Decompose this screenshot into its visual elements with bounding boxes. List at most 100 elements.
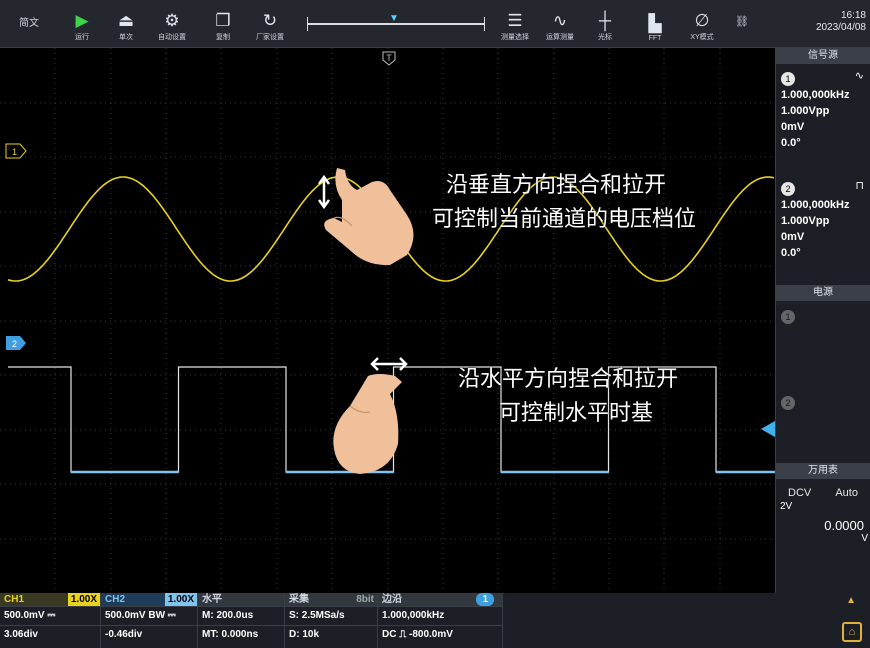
trigger-source-badge: 1 — [476, 593, 494, 606]
acquire-status[interactable]: 采集 8bit S: 2.5MSa/s D: 10k — [285, 593, 378, 648]
factory-label: 厂家设置 — [256, 34, 284, 41]
power-ch2-badge: 2 — [781, 396, 795, 410]
single-icon: ⏏ — [117, 11, 135, 30]
play-icon: ▶ — [75, 11, 89, 30]
single-button[interactable]: ⏏ 单次 — [106, 4, 146, 44]
square-wave-icon: ⊓ — [855, 180, 864, 192]
generator-ch1-phase[interactable]: 0.0° — [781, 137, 801, 149]
language-button[interactable]: 简文 — [19, 18, 39, 29]
factory-icon: ↻ — [262, 11, 278, 30]
fft-label: FFT — [648, 35, 662, 42]
power-ch2-block[interactable]: 2 — [776, 387, 870, 463]
single-label: 单次 — [119, 34, 133, 41]
copy-label: 复制 — [216, 34, 230, 41]
auto-set-icon: ⚙ — [164, 11, 180, 30]
generator-ch1-amp[interactable]: 1.000Vpp — [781, 105, 830, 117]
math-button[interactable]: ∿ 运算测量 — [540, 4, 580, 44]
generator-ch1-badge: 1 — [781, 72, 795, 86]
vertical-pinch-hand-icon — [317, 168, 414, 266]
run-button[interactable]: ▶ 运行 — [62, 4, 102, 44]
ch2-label: CH2 — [105, 594, 126, 605]
acquire-label: 采集 — [289, 594, 309, 605]
ch1-position: 3.06div — [0, 625, 100, 644]
acquire-bits: 8bit — [356, 594, 374, 605]
clock-time: 16:18 — [840, 10, 866, 21]
network-icon: ⛓ — [735, 16, 749, 28]
factory-button[interactable]: ↻ 厂家设置 — [250, 4, 290, 44]
vertical-gesture-hint-line2: 可控制当前通道的电压档位 — [432, 207, 697, 232]
auto-set-label: 自动设置 — [158, 34, 186, 41]
math-icon: ∿ — [552, 11, 568, 30]
acquire-depth: D: 10k — [285, 625, 377, 644]
xy-icon: ∅ — [694, 11, 710, 30]
power-ch1-badge: 1 — [781, 310, 795, 324]
ch2-scale: 500.0mV BW ⎓ — [101, 606, 197, 625]
xy-label: XY模式 — [690, 34, 714, 41]
waveform-grid: T 1 2 — [0, 48, 775, 593]
generator-ch1-row[interactable]: 1 ∿ — [776, 69, 870, 87]
cursor-button[interactable]: ┼ 光标 — [585, 4, 625, 44]
clock: 16:18 2023/04/08 — [816, 10, 866, 34]
ch2-marker[interactable]: 2 — [6, 336, 26, 350]
horizontal-label: 水平 — [198, 593, 284, 606]
generator-ch2-amp[interactable]: 1.000Vpp — [781, 215, 830, 227]
fft-icon: ▙ — [648, 14, 662, 33]
multimeter-range: 2V — [780, 501, 793, 512]
expand-up-icon[interactable]: ▲ — [846, 595, 856, 606]
ch2-status[interactable]: CH2 1.00X 500.0mV BW ⎓ -0.46div — [101, 593, 198, 648]
generator-header[interactable]: 信号源 — [776, 48, 870, 64]
horizontal-status[interactable]: 水平 M: 200.0us MT: 0.000ns — [198, 593, 285, 648]
xy-button[interactable]: ∅ XY模式 — [682, 4, 722, 44]
auto-set-button[interactable]: ⚙ 自动设置 — [152, 4, 192, 44]
slider-right-tick — [484, 17, 485, 31]
ch2-position: -0.46div — [101, 625, 197, 644]
ch1-scale: 500.0mV ⎓ — [0, 606, 100, 625]
ch1-marker[interactable]: 1 — [5, 143, 27, 159]
trigger-frequency: 1.000,000kHz — [378, 606, 502, 625]
horizontal-timebase: M: 200.0us — [198, 606, 284, 625]
generator-ch2-freq[interactable]: 1.000,000kHz — [781, 199, 850, 211]
status-bar: CH1 1.00X 500.0mV ⎓ 3.06div CH2 1.00X 50… — [0, 593, 870, 648]
measure-button[interactable]: ☰ 测量选择 — [495, 4, 535, 44]
ch1-marker-label: 1 — [12, 147, 17, 157]
trigger-label: 边沿 — [382, 594, 402, 605]
ch1-status[interactable]: CH1 1.00X 500.0mV ⎓ 3.06div — [0, 593, 101, 648]
trigger-level-marker[interactable] — [761, 421, 775, 437]
waveform-display[interactable]: T 1 2 沿垂直方向捏合和拉开 可控制当前通道的电压档位 沿水平方向捏合和拉开… — [0, 48, 775, 593]
cursor-label: 光标 — [598, 34, 612, 41]
multimeter-mode[interactable]: DCV — [788, 487, 812, 499]
right-panel: 信号源 1 ∿ 1.000,000kHz 1.000Vpp 0mV 0.0° 2… — [775, 48, 870, 593]
power-header[interactable]: 电源 — [776, 285, 870, 301]
fft-button[interactable]: ▙ FFT — [635, 4, 675, 44]
multimeter-range-mode[interactable]: Auto — [835, 487, 858, 499]
run-label: 运行 — [75, 34, 89, 41]
generator-ch2-offset[interactable]: 0mV — [781, 231, 805, 243]
trigger-status[interactable]: 边沿 1 1.000,000kHz DC ⎍ -800.0mV — [378, 593, 503, 648]
generator-ch2-badge: 2 — [781, 182, 795, 196]
home-icon[interactable]: ⌂ — [842, 622, 862, 642]
slider-knob-icon[interactable]: ▼ — [389, 13, 399, 24]
generator-ch1-freq[interactable]: 1.000,000kHz — [781, 89, 850, 101]
clock-date: 2023/04/08 — [815, 22, 866, 33]
copy-icon: ❐ — [215, 11, 231, 30]
measure-icon: ☰ — [507, 11, 523, 30]
cursor-icon: ┼ — [598, 11, 612, 30]
generator-ch2-phase[interactable]: 0.0° — [781, 247, 801, 259]
trigger-marker-label: T — [386, 53, 392, 63]
ch2-marker-label: 2 — [12, 339, 17, 349]
ch1-probe: 1.00X — [67, 593, 100, 606]
multimeter-header[interactable]: 万用表 — [776, 463, 870, 479]
copy-button[interactable]: ❐ 复制 — [203, 4, 243, 44]
multimeter-unit: V — [861, 533, 868, 544]
horizontal-offset: MT: 0.000ns — [198, 625, 284, 644]
multimeter-value: 0.0000 — [824, 518, 864, 533]
math-label: 运算测量 — [546, 34, 574, 41]
trigger-condition: DC ⎍ -800.0mV — [378, 625, 502, 644]
vertical-gesture-hint-line1: 沿垂直方向捏合和拉开 — [446, 173, 667, 198]
acquire-rate: S: 2.5MSa/s — [285, 606, 377, 625]
generator-ch2-row[interactable]: 2 ⊓ — [776, 179, 870, 197]
power-ch1-block[interactable]: 1 — [776, 301, 870, 387]
trigger-time-marker[interactable]: T — [382, 51, 396, 66]
generator-ch1-offset[interactable]: 0mV — [781, 121, 805, 133]
horizontal-position-slider[interactable]: ▼ — [301, 13, 491, 34]
